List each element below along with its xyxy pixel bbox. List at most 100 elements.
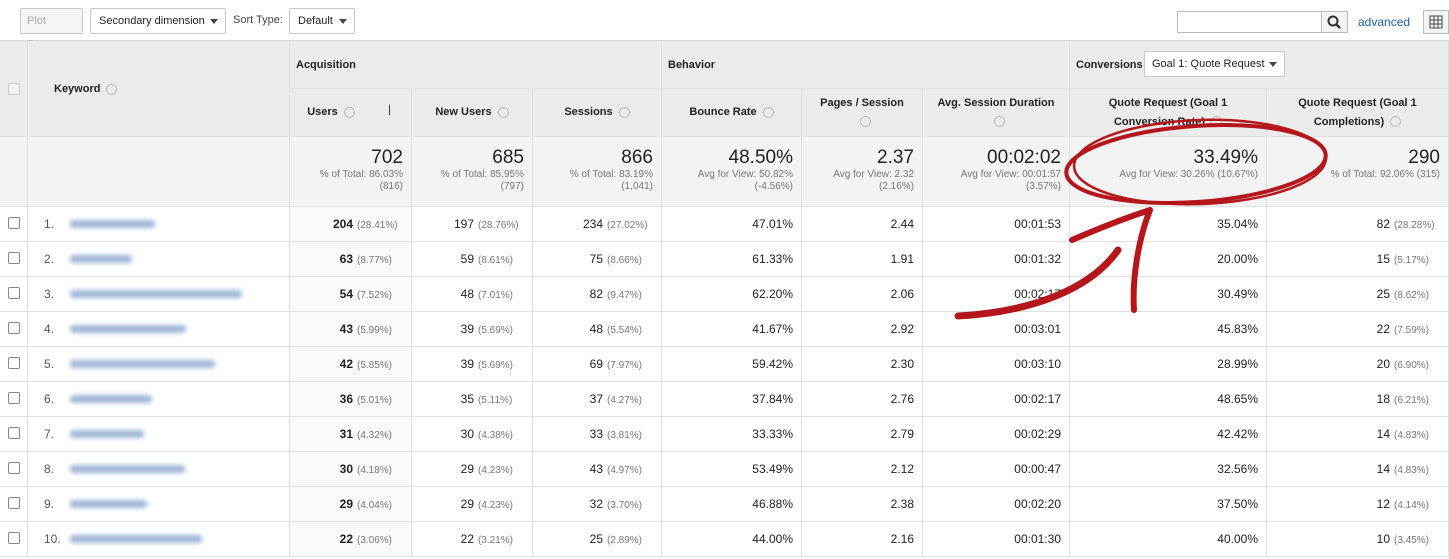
- row-index: 2.: [44, 252, 55, 266]
- data-cell: 62.20%: [662, 277, 802, 312]
- sort-type-dropdown[interactable]: Default: [289, 8, 355, 34]
- column-header-content[interactable]: Pages / Session: [812, 94, 912, 132]
- row-checkbox[interactable]: [8, 252, 20, 264]
- advanced-link[interactable]: advanced: [1358, 15, 1411, 29]
- cell-value: 61.33%: [752, 252, 793, 266]
- data-cell: 39 (5.69%): [412, 347, 533, 382]
- data-cell: 54 (7.52%): [290, 277, 412, 312]
- blurred-keyword[interactable]: [70, 500, 147, 508]
- blurred-keyword[interactable]: [70, 465, 185, 473]
- blurred-keyword[interactable]: [70, 360, 215, 368]
- cell-value: 62.20%: [752, 287, 793, 301]
- cell-value: 00:03:01: [1014, 322, 1061, 336]
- cell-value: 30: [339, 462, 353, 476]
- totals-subtext: % of Total: 92.06% (315): [1330, 169, 1440, 180]
- row-checkbox[interactable]: [8, 357, 20, 369]
- goal-dropdown[interactable]: Goal 1: Quote Request: [1144, 51, 1285, 77]
- data-cell: 32.56%: [1070, 452, 1267, 487]
- cell-value: 2.92: [890, 322, 914, 336]
- totals-value: 2.37: [877, 147, 914, 168]
- blurred-keyword[interactable]: [70, 395, 152, 403]
- row-checkbox[interactable]: [8, 322, 20, 334]
- blurred-keyword[interactable]: [70, 290, 242, 298]
- column-header-content[interactable]: Sessions: [564, 103, 630, 122]
- column-header-content[interactable]: Users: [307, 103, 394, 122]
- cell-percent: (3.21%): [478, 535, 514, 546]
- blurred-keyword[interactable]: [70, 430, 144, 438]
- cell-percent: (2.89%): [607, 535, 643, 546]
- sort-arrow: [388, 105, 398, 115]
- row-checkbox-cell: [0, 487, 28, 522]
- cell-percent: (4.23%): [478, 500, 514, 511]
- cell-value: 43: [339, 322, 353, 336]
- data-cell: 25 (2.89%): [533, 522, 662, 557]
- column-header-content[interactable]: New Users: [435, 103, 509, 122]
- secondary-dimension-dropdown[interactable]: Secondary dimension: [90, 8, 226, 34]
- cell-percent: (4.04%): [357, 500, 393, 511]
- column-header: Quote Request (Goal 1 Conversion Rate): [1070, 89, 1267, 137]
- column-header-text: Bounce Rate: [689, 106, 757, 118]
- data-cell: 00:00:47: [923, 452, 1070, 487]
- keyword-cell: 7.: [28, 417, 290, 452]
- data-cell: 59.42%: [662, 347, 802, 382]
- row-index: 8.: [44, 462, 55, 476]
- cell-value: 75: [589, 252, 603, 266]
- row-checkbox[interactable]: [8, 497, 20, 509]
- cell-percent: (6.21%): [1394, 395, 1430, 406]
- cell-percent: (5.85%): [357, 360, 393, 371]
- cell-value: 39: [460, 357, 474, 371]
- row-checkbox[interactable]: [8, 217, 20, 229]
- cell-value: 42: [339, 357, 353, 371]
- data-cell: 00:01:30: [923, 522, 1070, 557]
- cell-percent: (3.70%): [607, 500, 643, 511]
- cell-value: 25: [589, 532, 603, 546]
- cell-percent: (9.47%): [607, 290, 643, 301]
- blurred-keyword[interactable]: [70, 255, 132, 263]
- data-cell: 2.92: [802, 312, 923, 347]
- cell-percent: (4.97%): [607, 465, 643, 476]
- data-cell: 10 (3.45%): [1267, 522, 1449, 557]
- blurred-keyword[interactable]: [70, 535, 202, 543]
- cell-percent: (28.76%): [478, 220, 519, 231]
- column-header: New Users: [412, 89, 533, 137]
- blurred-keyword[interactable]: [70, 220, 155, 228]
- data-cell: 00:02:20: [923, 487, 1070, 522]
- search-input[interactable]: [1177, 11, 1322, 33]
- totals-subtext: (816): [379, 181, 403, 192]
- help-icon: [1390, 116, 1402, 128]
- column-header-content[interactable]: Bounce Rate: [689, 103, 774, 122]
- row-checkbox[interactable]: [8, 392, 20, 404]
- totals-subtext: (3.57%): [1025, 181, 1061, 192]
- column-header-content[interactable]: Quote Request (Goal 1 Completions): [1277, 94, 1438, 132]
- row-checkbox[interactable]: [8, 532, 20, 544]
- cell-value: 2.12: [890, 462, 914, 476]
- keyword-cell: 4.: [28, 312, 290, 347]
- data-cell: 204 (28.41%): [290, 207, 412, 242]
- header-checkbox[interactable]: [8, 83, 20, 95]
- data-cell: 82 (28.28%): [1267, 207, 1449, 242]
- keyword-cell: 1.: [28, 207, 290, 242]
- help-icon: [343, 106, 355, 118]
- column-header-content[interactable]: Avg. Session Duration: [933, 94, 1059, 132]
- cell-value: 69: [589, 357, 603, 371]
- row-checkbox-cell: [0, 242, 28, 277]
- cell-value: 59.42%: [752, 357, 793, 371]
- row-checkbox[interactable]: [8, 287, 20, 299]
- row-checkbox[interactable]: [8, 427, 20, 439]
- row-index: 6.: [44, 392, 55, 406]
- row-checkbox[interactable]: [8, 462, 20, 474]
- cell-percent: (3.81%): [607, 430, 643, 441]
- data-cell: 12 (4.14%): [1267, 487, 1449, 522]
- cell-value: 36: [339, 392, 353, 406]
- data-cell: 00:02:17: [923, 277, 1070, 312]
- data-cell: 63 (8.77%): [290, 242, 412, 277]
- table-view-button[interactable]: [1423, 10, 1449, 34]
- data-cell: 197 (28.76%): [412, 207, 533, 242]
- data-cell: 2.12: [802, 452, 923, 487]
- data-cell: 31 (4.32%): [290, 417, 412, 452]
- cell-value: 00:00:47: [1014, 462, 1061, 476]
- search-button[interactable]: [1321, 11, 1348, 33]
- plot-rows-button[interactable]: Plot Rows: [20, 8, 83, 51]
- column-header-content[interactable]: Quote Request (Goal 1 Conversion Rate): [1080, 94, 1256, 132]
- blurred-keyword[interactable]: [70, 325, 186, 333]
